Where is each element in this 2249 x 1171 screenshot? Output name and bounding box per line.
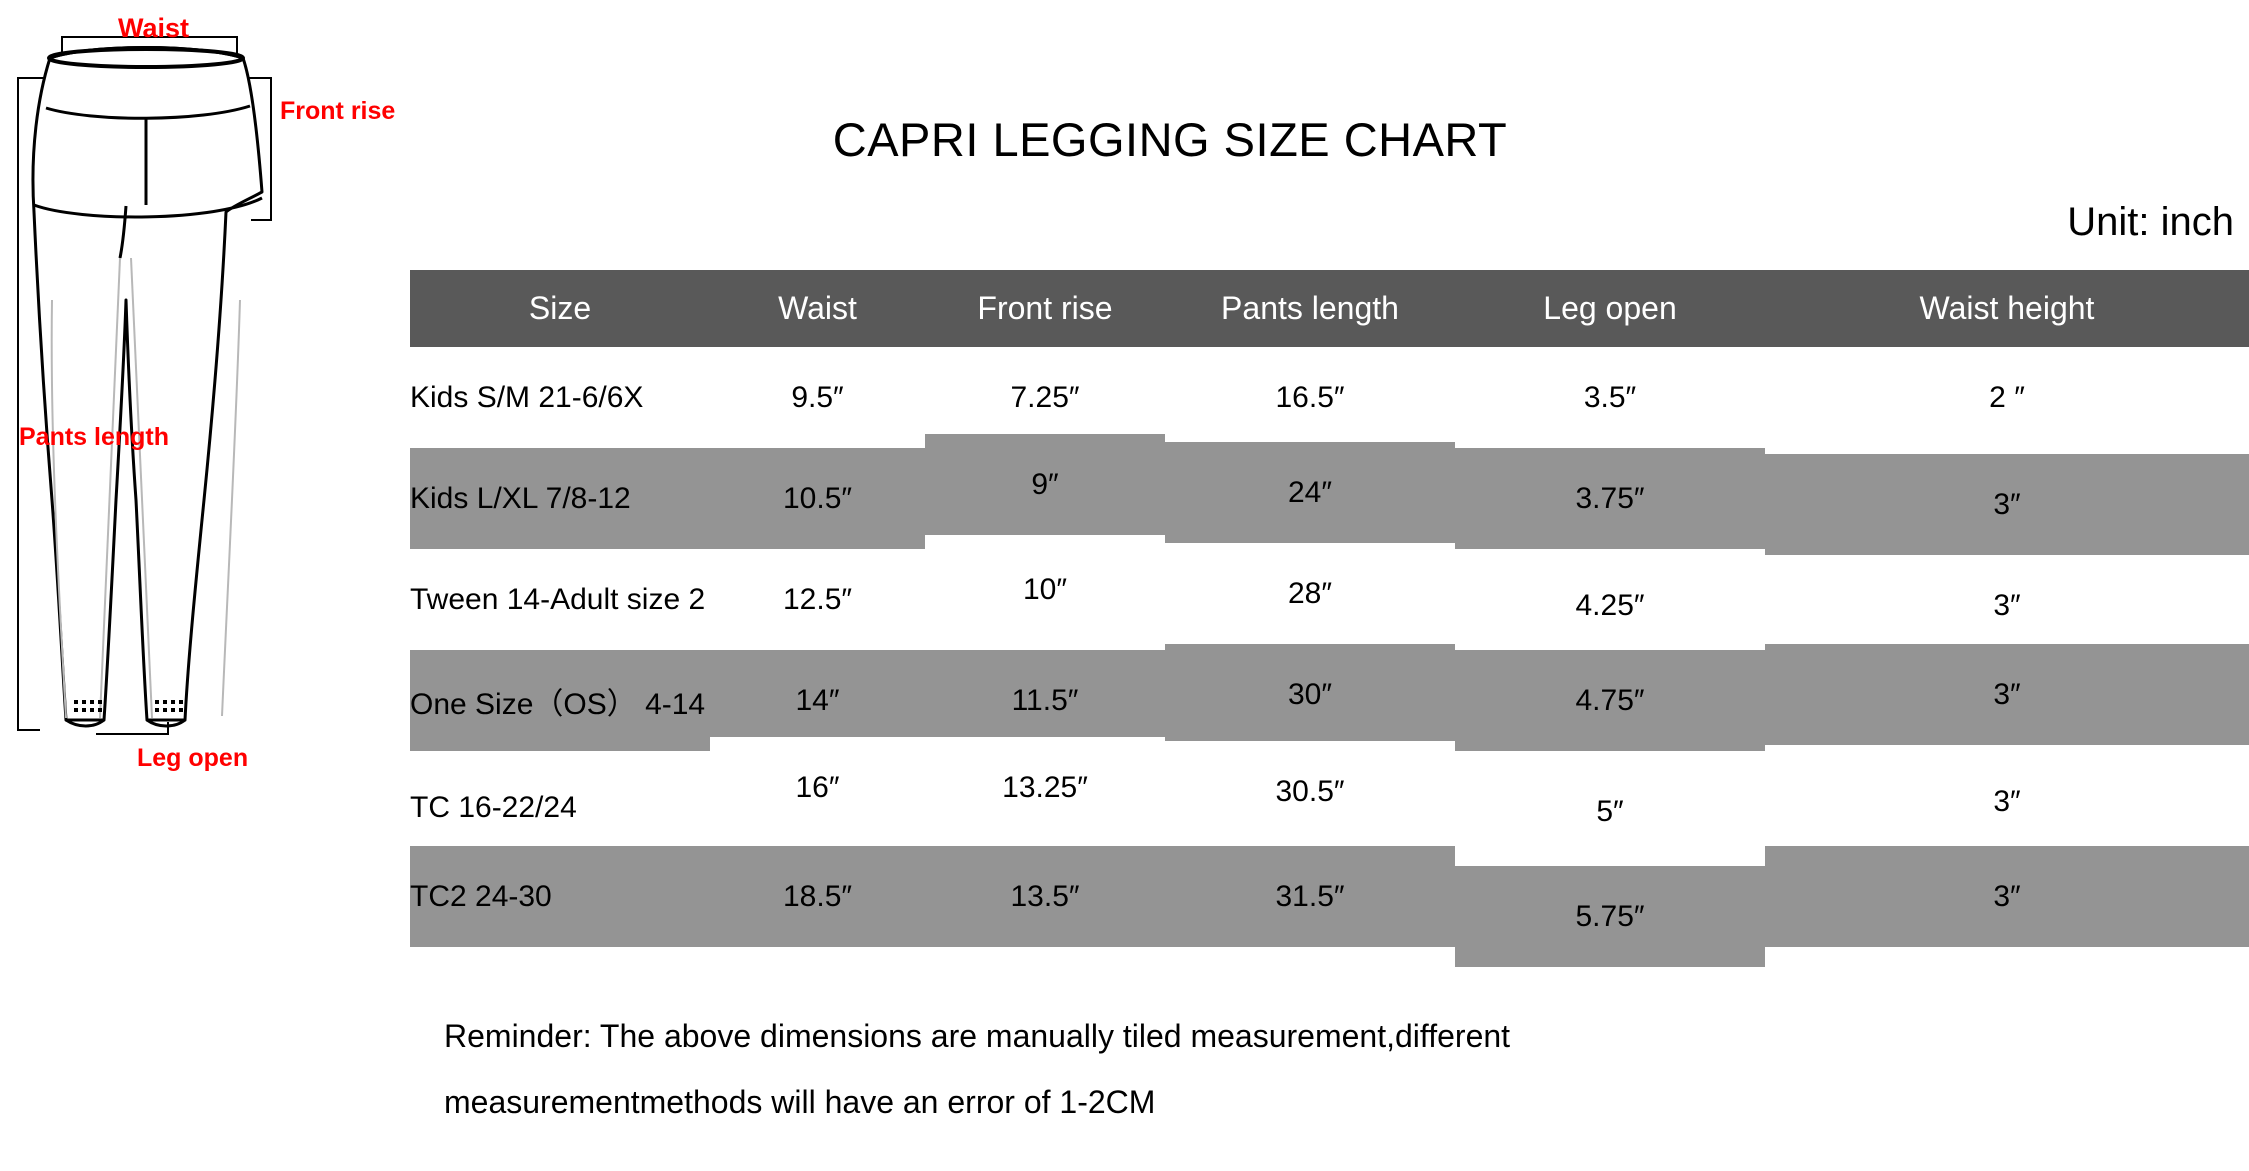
inner-leg-right-shade bbox=[130, 257, 153, 719]
cell-front-rise: 11.5″ bbox=[1011, 683, 1079, 717]
table-row: Tween 14-Adult size 2 12.5″ 10″ 28″ 4.25… bbox=[410, 549, 2249, 650]
page-title: CAPRI LEGGING SIZE CHART bbox=[832, 113, 1508, 166]
cell-waist: 10.5″ bbox=[782, 481, 852, 515]
cell-leg-open: 3.5″ bbox=[1583, 380, 1637, 414]
table-row: Kids L/XL 7/8-12 10.5″ 9″ 24″ 3.75″ 3″ bbox=[410, 448, 2249, 549]
waist-bracket bbox=[61, 36, 238, 57]
cell-waist-height: 3″ bbox=[1993, 677, 2021, 711]
cell-leg-open: 3.75″ bbox=[1575, 481, 1645, 515]
column-header-waist-height: Waist height bbox=[1919, 290, 2095, 326]
outer-leg-right-shade bbox=[221, 299, 241, 717]
table-row: One Size（OS） 4-14 14″ 11.5″ 30″ 4.75″ 3″ bbox=[410, 650, 2249, 751]
cell-size: TC 16-22/24 bbox=[410, 790, 577, 824]
cell-size: TC2 24-30 bbox=[410, 879, 552, 913]
cell-size: Kids S/M 21-6/6X bbox=[410, 380, 644, 414]
column-header-leg-open: Leg open bbox=[1543, 290, 1677, 326]
figure-label-leg-open: Leg open bbox=[137, 744, 249, 772]
cell-waist-height: 3″ bbox=[1993, 487, 2021, 521]
column-header-waist: Waist bbox=[778, 290, 857, 326]
reminder-line-1: Reminder: The above dimensions are manua… bbox=[444, 1018, 1511, 1054]
figure-label-pants-length: Pants length bbox=[19, 423, 170, 451]
cell-waist: 18.5″ bbox=[782, 879, 852, 913]
table-row: TC2 24-30 18.5″ 13.5″ 31.5″ 5.75″ 3″ bbox=[410, 852, 2249, 953]
cell-pants-length: 16.5″ bbox=[1275, 380, 1345, 414]
table-row: Kids S/M 21-6/6X 9.5″ 7.25″ 16.5″ 3.5″ 2… bbox=[410, 347, 2249, 448]
cell-waist-height: 3″ bbox=[1993, 588, 2021, 622]
cell-size: One Size（OS） 4-14 bbox=[410, 687, 706, 721]
column-header-front-rise: Front rise bbox=[977, 290, 1113, 326]
waistband-ellipse bbox=[47, 47, 245, 69]
cell-front-rise: 9″ bbox=[1031, 467, 1059, 501]
inner-leg-left-shade bbox=[99, 257, 121, 719]
size-chart-table: Size Waist Front rise Pants length Leg o… bbox=[410, 270, 2249, 953]
cuff-stitching bbox=[74, 700, 183, 712]
leggings-line-drawing bbox=[17, 36, 272, 735]
cell-front-rise: 13.25″ bbox=[1002, 770, 1088, 804]
column-header-pants-length: Pants length bbox=[1221, 290, 1399, 326]
cell-size: Tween 14-Adult size 2 bbox=[410, 582, 706, 616]
cell-waist: 14″ bbox=[795, 683, 840, 717]
cell-pants-length: 30.5″ bbox=[1275, 774, 1345, 808]
table-header: Size Waist Front rise Pants length Leg o… bbox=[410, 270, 2249, 347]
reminder-note: Reminder: The above dimensions are manua… bbox=[444, 1003, 2144, 1135]
cell-pants-length: 24″ bbox=[1288, 475, 1332, 509]
unit-label: Unit: inch bbox=[2067, 200, 2234, 244]
cell-leg-open: 4.25″ bbox=[1575, 588, 1645, 622]
cuff-left bbox=[65, 718, 105, 728]
table-header-row: Size Waist Front rise Pants length Leg o… bbox=[410, 270, 2249, 347]
table-body: Kids S/M 21-6/6X 9.5″ 7.25″ 16.5″ 3.5″ 2… bbox=[410, 347, 2249, 953]
crotch-seam bbox=[118, 205, 128, 259]
cell-front-rise: 7.25″ bbox=[1010, 380, 1080, 414]
cell-front-rise: 10″ bbox=[1023, 572, 1067, 606]
figure-label-waist: Waist bbox=[118, 13, 190, 43]
column-header-size: Size bbox=[528, 290, 592, 326]
cell-size: Kids L/XL 7/8-12 bbox=[410, 481, 631, 515]
hip-seam bbox=[33, 196, 263, 219]
cell-waist-height: 3″ bbox=[1993, 784, 2021, 818]
figure-label-front-rise: Front rise bbox=[280, 97, 396, 125]
cell-waist: 16″ bbox=[795, 770, 840, 804]
cell-waist-height: 2 ″ bbox=[1989, 380, 2025, 414]
cell-pants-length: 28″ bbox=[1288, 576, 1332, 610]
pants-length-bracket bbox=[17, 77, 47, 731]
reminder-line-2: measurementmethods will have an error of… bbox=[444, 1084, 1156, 1120]
cell-front-rise: 13.5″ bbox=[1010, 879, 1080, 913]
cell-waist: 9.5″ bbox=[791, 380, 844, 414]
cell-leg-open: 4.75″ bbox=[1575, 683, 1645, 717]
chart-panel: CAPRI LEGGING SIZE CHART Unit: inch Size… bbox=[410, 0, 2249, 1171]
outer-leg-left-shade bbox=[50, 299, 67, 719]
cuff-right bbox=[146, 718, 186, 728]
table-row: TC 16-22/24 16″ 13.25″ 30.5″ 5″ 3″ bbox=[410, 751, 2249, 852]
cell-pants-length: 31.5″ bbox=[1275, 879, 1345, 913]
cell-pants-length: 30″ bbox=[1288, 677, 1332, 711]
cell-waist-height: 3″ bbox=[1993, 879, 2021, 913]
cell-leg-open: 5.75″ bbox=[1575, 899, 1645, 933]
cell-leg-open: 5″ bbox=[1596, 794, 1624, 828]
cell-waist: 12.5″ bbox=[782, 582, 852, 616]
leggings-diagram: Waist Front rise Pants length Leg open bbox=[0, 0, 410, 1171]
